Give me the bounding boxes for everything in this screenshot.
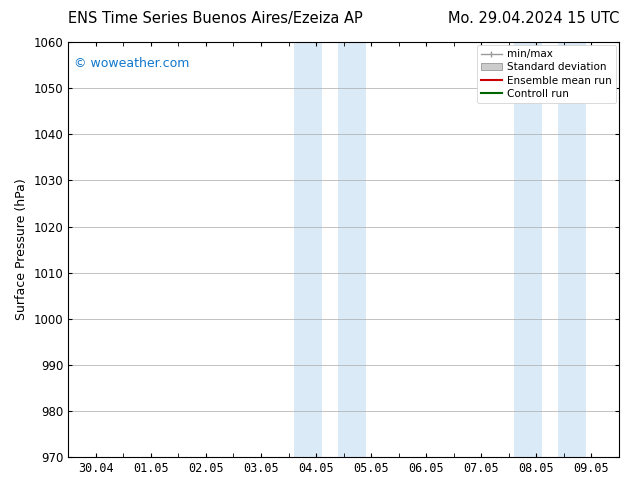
Legend: min/max, Standard deviation, Ensemble mean run, Controll run: min/max, Standard deviation, Ensemble me… bbox=[477, 45, 616, 103]
Bar bbox=[338, 42, 366, 457]
Text: ENS Time Series Buenos Aires/Ezeiza AP: ENS Time Series Buenos Aires/Ezeiza AP bbox=[68, 11, 363, 26]
Text: © woweather.com: © woweather.com bbox=[74, 56, 189, 70]
Y-axis label: Surface Pressure (hPa): Surface Pressure (hPa) bbox=[15, 179, 28, 320]
Bar bbox=[514, 42, 542, 457]
Bar bbox=[294, 42, 321, 457]
Text: Mo. 29.04.2024 15 UTC: Mo. 29.04.2024 15 UTC bbox=[448, 11, 619, 26]
Bar bbox=[559, 42, 586, 457]
